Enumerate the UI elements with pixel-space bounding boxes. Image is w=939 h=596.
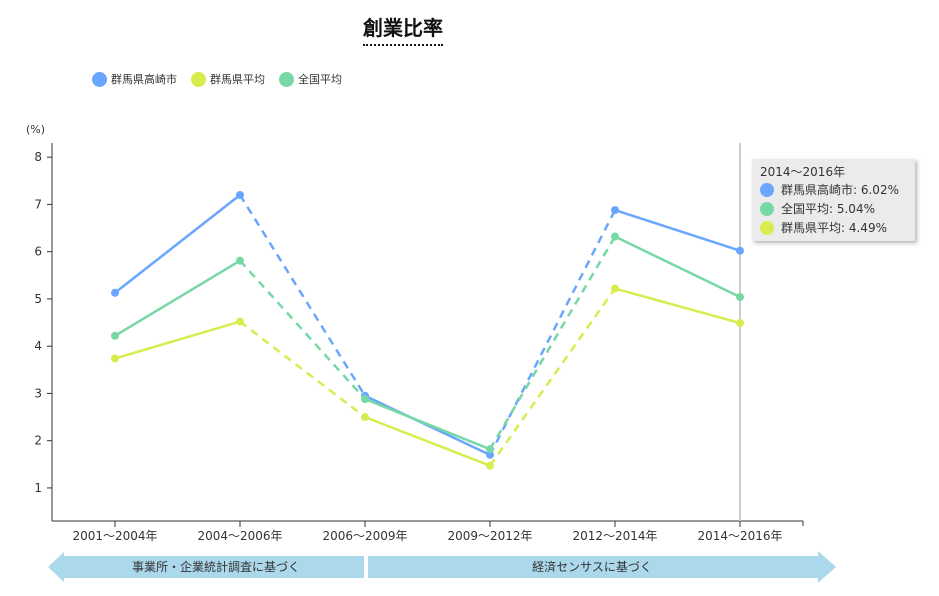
chart-title: 創業比率 [0, 12, 806, 46]
tooltip-row: 全国平均: 5.04% [760, 199, 907, 218]
series-line-segment [239, 259, 366, 400]
data-point [611, 284, 619, 293]
data-point [736, 293, 744, 302]
right-arrow-label: 経済センサスに基づく [532, 559, 652, 574]
tooltip-title: 2014～2016年 [760, 165, 846, 179]
x-tick-label: 2012～2014年 [572, 529, 657, 543]
legend-item-takasaki[interactable]: 群馬県高崎市 [92, 71, 177, 87]
legend-marker [191, 71, 206, 87]
left-arrow [48, 552, 364, 582]
y-tick-label: 4 [34, 339, 42, 353]
tooltip: 2014～2016年 群馬県高崎市: 6.02% 全国平均: 5.04% 群馬県… [752, 159, 915, 241]
tooltip-row: 群馬県平均: 4.49% [760, 218, 907, 237]
x-tick-label: 2004～2006年 [197, 529, 282, 543]
series-line-segment [114, 320, 241, 360]
data-point [486, 450, 494, 459]
series-line-segment [114, 259, 241, 337]
y-tick-label: 3 [34, 386, 42, 400]
tooltip-row: 群馬県高崎市: 6.02% [760, 180, 907, 199]
legend-item-gunma[interactable]: 群馬県平均 [191, 71, 265, 87]
y-tick-label: 6 [34, 245, 42, 259]
data-point [236, 190, 244, 199]
y-tick-label: 2 [34, 434, 42, 448]
data-point [111, 331, 119, 340]
x-tick-label: 2014～2016年 [697, 529, 782, 543]
y-tick-label: 8 [34, 150, 42, 164]
data-point [736, 246, 744, 255]
series-line-segment [364, 415, 491, 467]
data-point [236, 256, 244, 265]
data-point [111, 288, 119, 297]
data-point [361, 413, 369, 422]
series-line-segment [614, 287, 741, 325]
data-point [611, 206, 619, 215]
series-line-segment [614, 235, 741, 299]
series-line-segment [238, 194, 367, 397]
y-tick-label: 7 [34, 197, 42, 211]
legend-item-national[interactable]: 全国平均 [279, 71, 342, 87]
y-tick-label: 5 [34, 292, 42, 306]
data-point [486, 445, 494, 454]
tooltip-marker [760, 220, 774, 235]
data-point [611, 232, 619, 241]
data-point [236, 317, 244, 326]
data-point [736, 319, 744, 328]
series-line-segment [488, 209, 617, 456]
series-line-segment [488, 235, 617, 450]
legend-marker [279, 71, 294, 87]
y-axis-label: (%) [26, 123, 45, 136]
data-point [486, 461, 494, 470]
x-tick-label: 2001～2004年 [72, 529, 157, 543]
series-line-segment [239, 320, 366, 419]
tooltip-marker [760, 201, 774, 216]
series-line-segment [114, 193, 241, 294]
y-tick-label: 1 [34, 481, 42, 495]
x-tick-label: 2006～2009年 [322, 529, 407, 543]
tooltip-marker [760, 182, 774, 197]
data-point [361, 395, 369, 404]
data-point [111, 354, 119, 363]
series-line-segment [488, 287, 617, 467]
series-line-segment [364, 397, 491, 451]
x-tick-label: 2009～2012年 [447, 529, 532, 543]
left-arrow-label: 事業所・企業統計調査に基づく [132, 559, 300, 574]
series-line-segment [614, 208, 741, 252]
right-arrow [368, 551, 836, 583]
legend: 群馬県高崎市 群馬県平均 全国平均 [92, 71, 342, 87]
legend-marker [92, 71, 107, 87]
